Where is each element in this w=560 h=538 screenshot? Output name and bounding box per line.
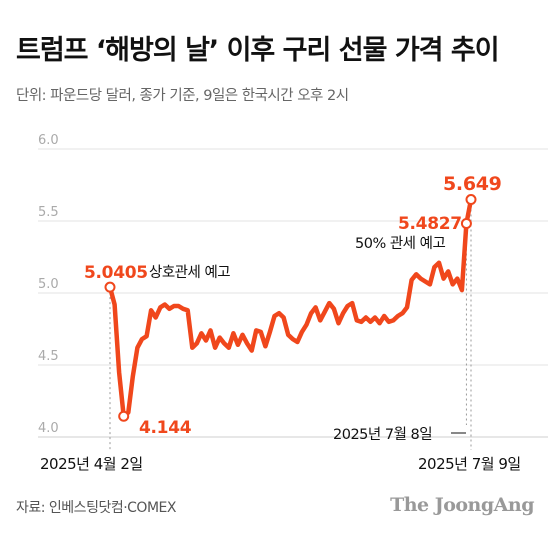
- label-jul8-value: 5.4827: [398, 214, 462, 234]
- y-tick-label: 6.0: [38, 133, 59, 148]
- chart-title: 트럼프 ‘해방의 날’ 이후 구리 선물 가격 추이: [16, 35, 500, 66]
- source-note: 자료: 인베스팅닷컴·COMEX: [16, 500, 176, 516]
- point-start: [104, 281, 116, 293]
- label-jul8-note: 50% 관세 예고: [355, 235, 445, 252]
- y-tick-label: 4.5: [38, 349, 59, 364]
- annotated-points: [104, 194, 477, 422]
- date-marker-jul8: 2025년 7월 8일: [333, 426, 432, 443]
- y-axis-ticks: 4.0 4.5 5.0 5.5 6.0: [38, 133, 59, 436]
- point-end: [465, 194, 477, 206]
- point-min: [118, 410, 130, 422]
- x-label-start: 2025년 4월 2일: [40, 455, 143, 473]
- annotation-markers: [109, 199, 472, 450]
- annotation-labels: 5.0405 상호관세 예고 4.144 5.4827 50% 관세 예고 5.…: [40, 173, 521, 473]
- x-label-end: 2025년 7월 9일: [418, 455, 521, 473]
- point-jul8: [460, 217, 472, 229]
- y-tick-label: 5.0: [38, 277, 59, 292]
- chart-subtitle: 단위: 파운드당 달러, 종가 기준, 9일은 한국시간 오후 2시: [16, 88, 349, 104]
- label-end-value: 5.649: [443, 173, 502, 195]
- label-start-note: 상호관세 예고: [149, 264, 230, 281]
- y-tick-label: 5.5: [38, 205, 59, 220]
- label-start-value: 5.0405: [84, 263, 148, 283]
- publisher-logo: The JoongAng: [390, 494, 534, 516]
- series-line-copper-price: [107, 197, 474, 419]
- label-min-value: 4.144: [139, 418, 192, 438]
- y-tick-label: 4.0: [38, 421, 59, 436]
